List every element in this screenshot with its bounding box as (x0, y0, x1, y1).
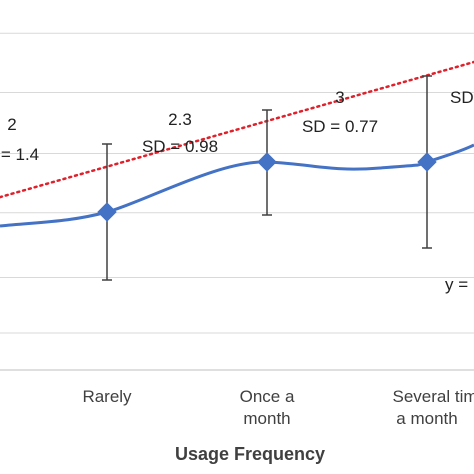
data-label-0-0: 2 (7, 115, 16, 134)
series-line (0, 143, 474, 228)
series-line-layer (0, 143, 474, 228)
data-labels: 2 = 1.4 2.3 SD = 0.98 3 SD = 0.77 SD y = (1, 88, 474, 294)
data-label-2-1: SD = 0.77 (302, 117, 378, 136)
trendline (0, 60, 474, 199)
data-markers (97, 152, 437, 222)
x-tick-label-2: Once a month (240, 387, 295, 428)
data-point-1 (257, 152, 277, 172)
x-tick-label-1: Rarely (82, 387, 132, 406)
data-point-0 (97, 202, 117, 222)
gridlines (0, 32, 474, 334)
data-label-1-0: 2.3 (168, 110, 192, 129)
data-label-1-1: SD = 0.98 (142, 137, 218, 156)
trendline-layer (0, 60, 474, 199)
data-label-2-0: 3 (335, 88, 344, 107)
data-label-3-0: SD (450, 88, 474, 107)
data-point-2 (417, 152, 437, 172)
trend-equation-label: y = (445, 275, 468, 294)
x-axis-title: Usage Frequency (175, 444, 325, 464)
x-tick-label-3: Several tim a month (392, 387, 474, 428)
data-label-0-1: = 1.4 (1, 145, 39, 164)
x-axis: Rarely Once a month Several tim a month (0, 369, 474, 428)
error-bars (102, 75, 432, 281)
